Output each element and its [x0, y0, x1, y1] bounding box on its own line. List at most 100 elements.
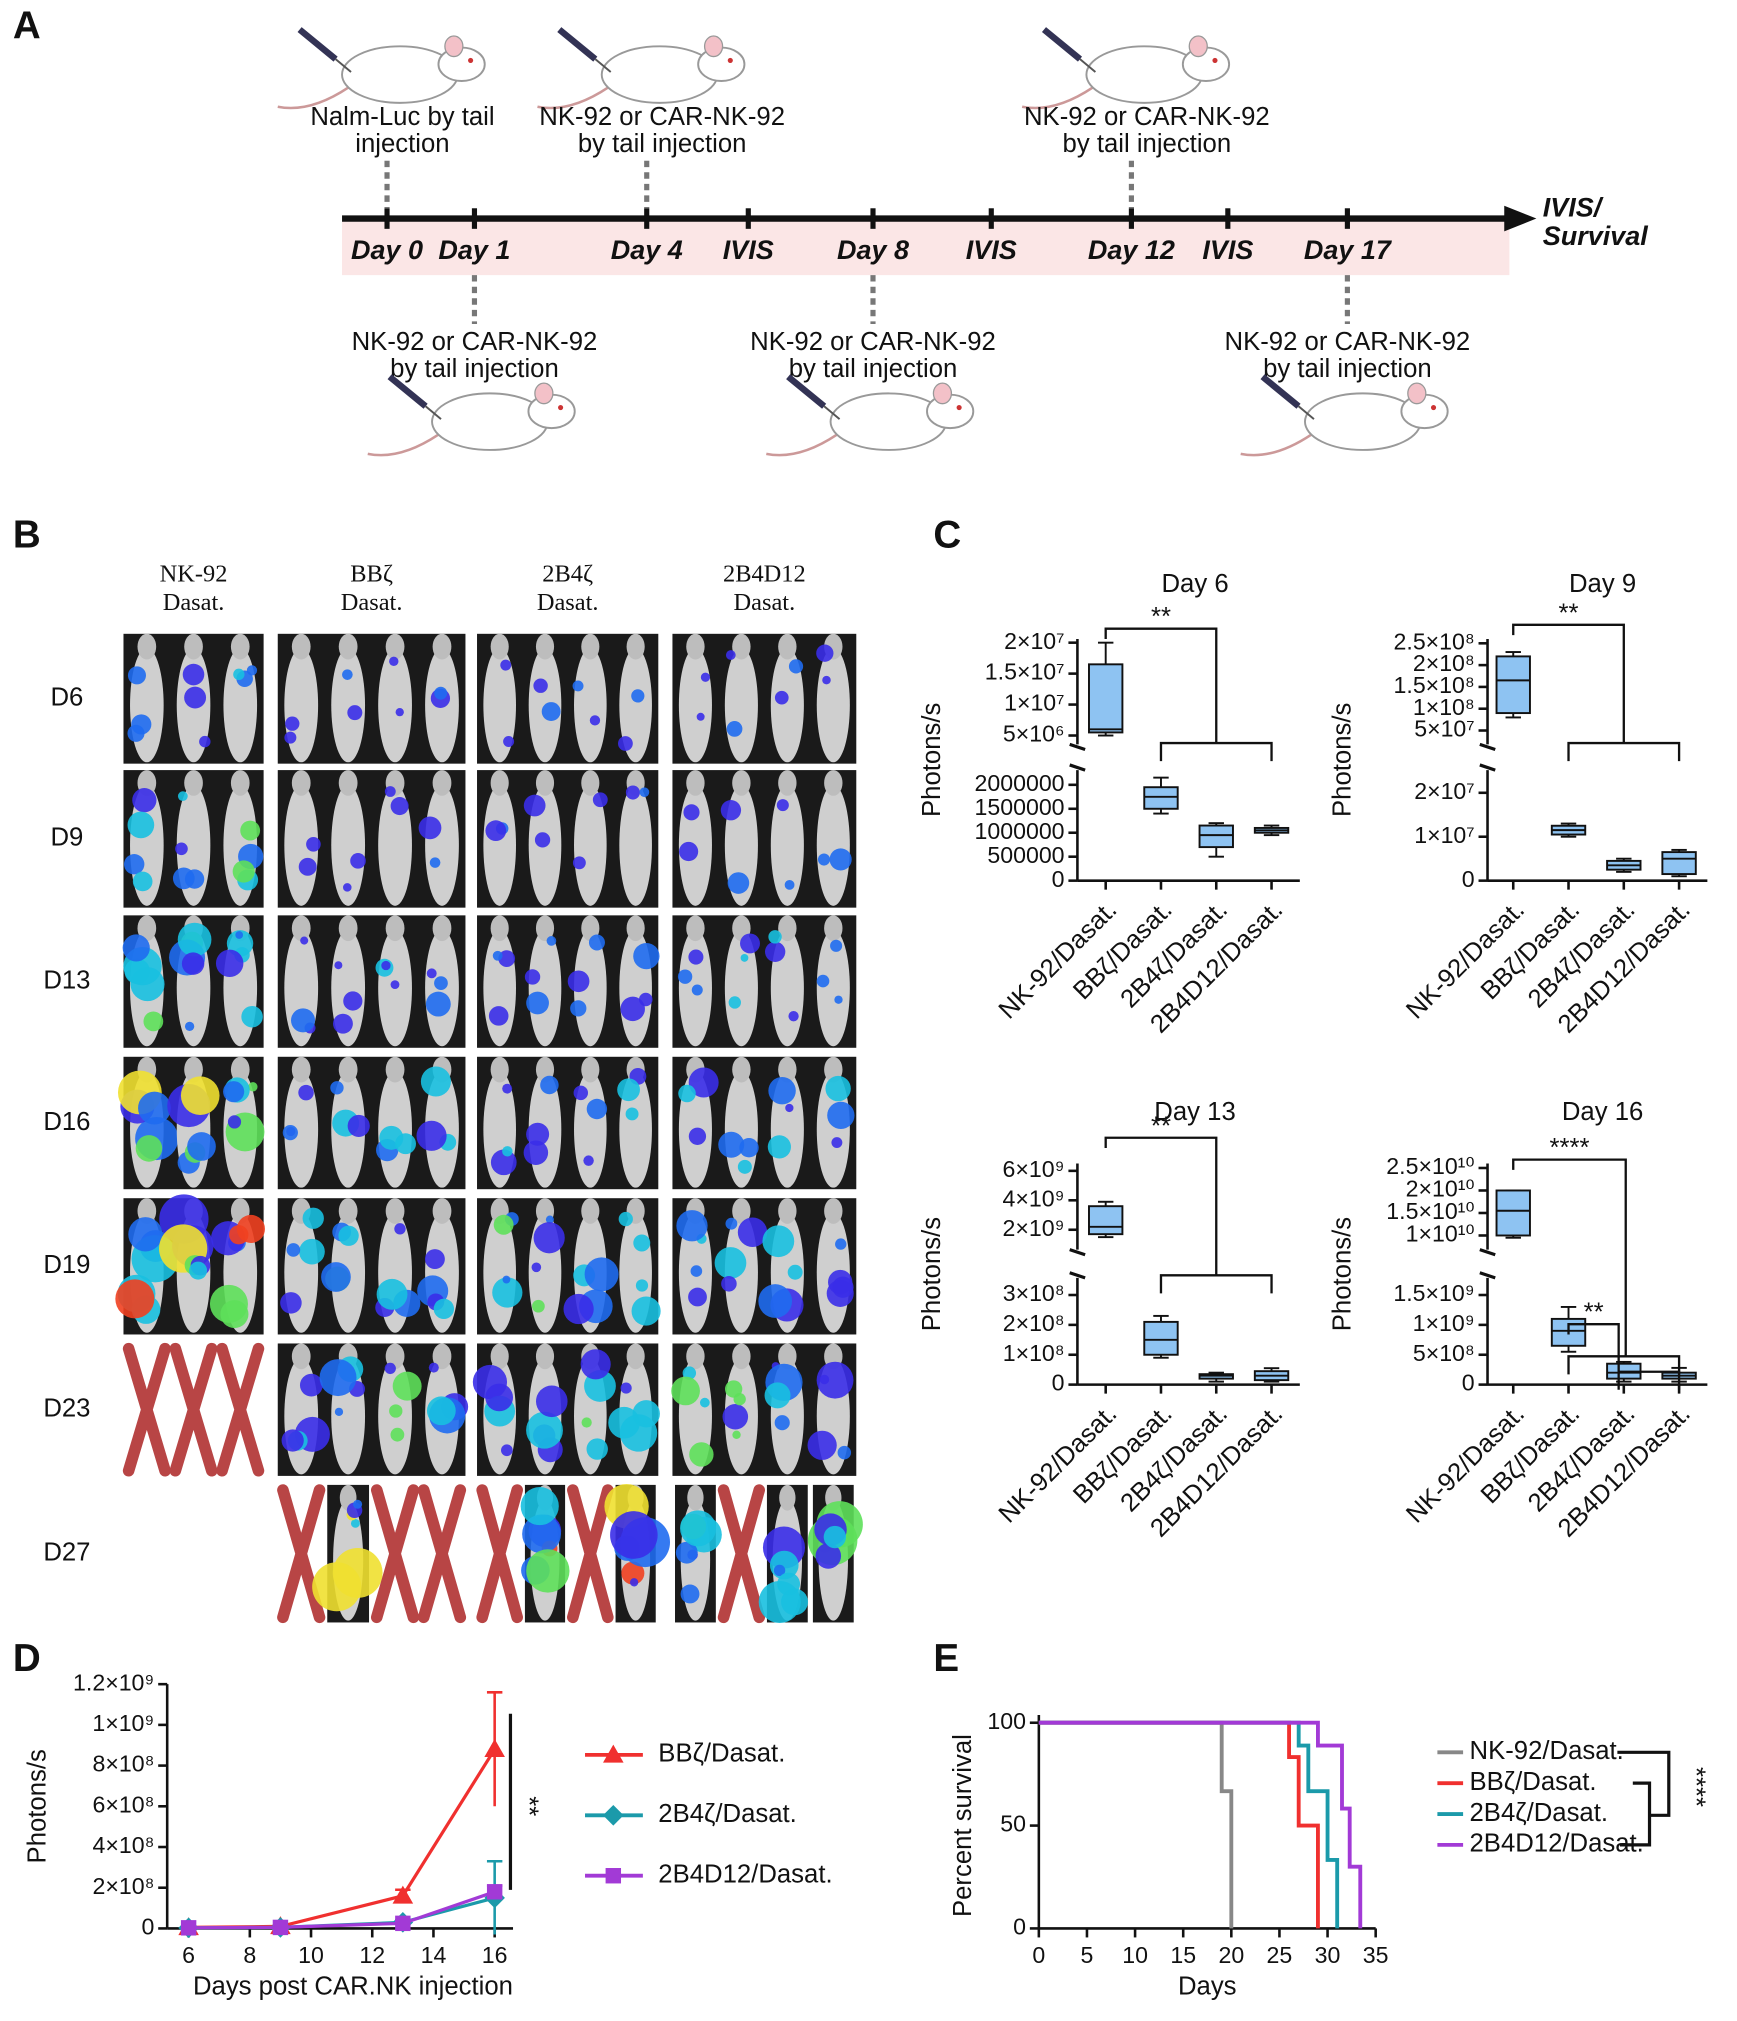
mouse-image-body [483, 648, 517, 763]
mouse-image-body [619, 784, 652, 906]
mouse-image-head [432, 915, 452, 942]
panel-label: C [933, 514, 961, 557]
mouse-image-body [678, 648, 712, 763]
signal-blob [132, 871, 153, 892]
injection-note: NK-92 or CAR-NK-92 [1024, 103, 1270, 131]
mouse-image-head [385, 915, 405, 942]
signal-blob [721, 1276, 737, 1292]
y-tick-label: 2×10⁹ [1003, 1215, 1065, 1241]
signal-blob [677, 969, 693, 984]
signal-blob [115, 1279, 155, 1319]
signal-blob [492, 1277, 523, 1308]
syringe [1260, 374, 1301, 409]
row-label: D19 [43, 1251, 90, 1279]
needle [424, 405, 442, 420]
mouse-image-head [732, 1056, 751, 1083]
y-axis-label: Photons/s [918, 703, 946, 817]
mouse-image-head [490, 1056, 509, 1083]
mouse-image-body [483, 784, 517, 906]
signal-blob [175, 842, 188, 856]
legend-label: NK-92/Dasat. [1470, 1737, 1624, 1765]
significance-label: ** [1151, 603, 1171, 631]
signal-blob [675, 1541, 698, 1564]
y-tick-label: 1×10¹⁰ [1406, 1221, 1475, 1247]
mouse-image-head [432, 1343, 452, 1370]
signal-blob [526, 1549, 570, 1593]
marker [484, 1739, 505, 1758]
signal-blob [384, 786, 396, 797]
signal-blob [837, 1445, 852, 1460]
signal-blob [696, 712, 705, 721]
legend-label: 2B4ζ/Dasat. [658, 1800, 797, 1828]
signal-blob [635, 1279, 649, 1292]
significance-label: **** [1549, 1134, 1589, 1162]
signal-blob [240, 820, 261, 841]
signal-blob [334, 961, 343, 970]
signal-blob [177, 922, 212, 957]
signal-blob [625, 1107, 639, 1121]
signal-blob [819, 1374, 830, 1385]
mouse-image-head [686, 915, 705, 942]
signal-blob [690, 1265, 703, 1277]
signal-blob [177, 791, 188, 802]
signal-blob [524, 969, 541, 985]
mouse-image-head [432, 633, 452, 660]
signal-blob [420, 1066, 451, 1097]
legend-marker [603, 1805, 624, 1826]
signal-blob [633, 1234, 651, 1252]
signal-blob [774, 1415, 790, 1431]
column-header: NK-92 [160, 561, 228, 588]
legend-label: 2B4D12/Dasat. [658, 1861, 832, 1889]
signal-blob [629, 1578, 639, 1587]
signal-blob [418, 816, 442, 840]
mouse-image-head [626, 633, 645, 660]
signal-blob [425, 991, 451, 1017]
signal-blob [536, 1385, 568, 1418]
signal-blob [143, 1011, 164, 1032]
y-tick-label: 0 [1013, 1914, 1026, 1940]
signal-blob [688, 1067, 719, 1098]
mouse-image-head [778, 770, 797, 796]
mouse-tail [1240, 433, 1313, 457]
mouse-tail [537, 86, 609, 110]
signal-blob [501, 1444, 513, 1457]
mouse-image-head [732, 770, 751, 796]
signal-blob [764, 941, 786, 962]
y-tick-label: 100 [987, 1708, 1026, 1734]
survival-curve [1038, 1720, 1363, 1929]
mouse-image-head [581, 915, 600, 942]
mouse-image-head [385, 633, 405, 660]
mouse-eye [1430, 404, 1437, 411]
syringe [1041, 27, 1083, 62]
signal-blob [678, 841, 699, 862]
mouse-image-head [626, 915, 645, 942]
mouse-image-head [432, 770, 452, 796]
dead-mark [476, 1484, 523, 1624]
signal-blob [503, 735, 515, 747]
dead-mark [370, 1484, 420, 1624]
mouse-image-body [816, 648, 850, 763]
signal-blob [426, 1396, 456, 1426]
x-axis-label: Days post CAR.NK injection [193, 1972, 513, 2000]
signal-blob [834, 995, 843, 1004]
signal-blob [541, 702, 561, 721]
mouse-image-body [724, 929, 758, 1047]
y-tick-label: 5×10⁸ [1413, 1340, 1475, 1366]
dead-mark [277, 1484, 326, 1624]
mouse-image-body [724, 1071, 758, 1188]
legend-bracket [1617, 1750, 1671, 1817]
signal-blob [533, 678, 548, 693]
signal-blob [639, 787, 650, 798]
mouse-image-head [385, 1056, 405, 1083]
signal-blob [233, 668, 245, 680]
mouse-image-head [778, 1198, 797, 1224]
y-tick-label: 1×10⁹ [92, 1710, 154, 1736]
mouse-image-body [574, 784, 607, 906]
mouse-ear [1407, 382, 1427, 405]
signal-blob [588, 934, 605, 951]
signal-blob [248, 1082, 258, 1092]
signal-blob [128, 1217, 163, 1252]
axis-break [1069, 742, 1086, 772]
dead-mark [717, 1484, 766, 1624]
signal-blob [683, 804, 700, 821]
